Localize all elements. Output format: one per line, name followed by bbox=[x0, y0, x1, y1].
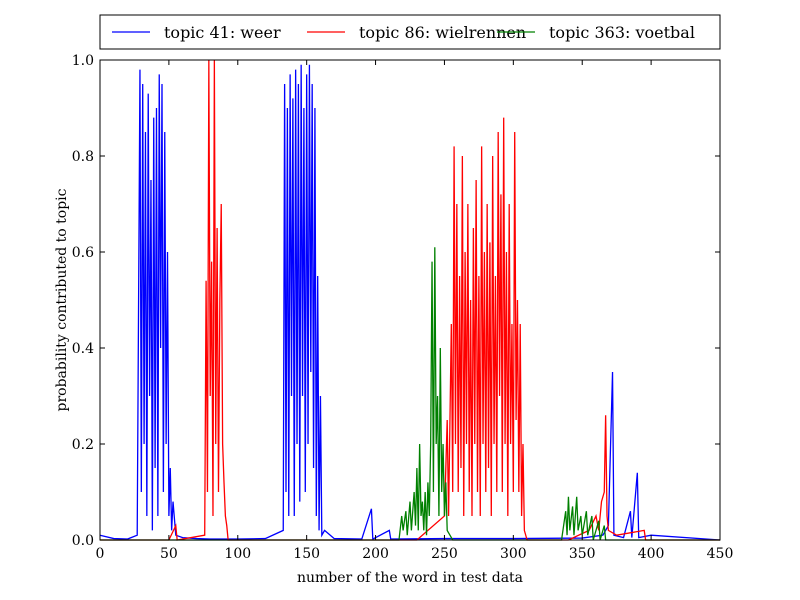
plot-frame bbox=[99, 59, 721, 541]
x-tick-label: 400 bbox=[638, 546, 665, 562]
x-tick-label: 350 bbox=[569, 546, 596, 562]
x-tick-label: 250 bbox=[431, 546, 458, 562]
legend-label-1: topic 41: weer bbox=[164, 23, 281, 42]
y-axis-label: probability contributed to topic bbox=[54, 188, 70, 411]
x-tick-label: 150 bbox=[293, 546, 320, 562]
x-tick-label: 50 bbox=[160, 546, 178, 562]
x-tick-label: 300 bbox=[500, 546, 527, 562]
y-tick-label: 0.2 bbox=[72, 437, 94, 453]
y-tick-label: 0.8 bbox=[72, 149, 94, 165]
y-tick-label: 1.0 bbox=[72, 53, 94, 69]
legend-label-2: topic 86: wielrennen bbox=[359, 23, 526, 42]
legend: topic 41: weer topic 86: wielrennen topic … bbox=[99, 14, 721, 50]
x-tick-label: 0 bbox=[96, 546, 105, 562]
y-tick-label: 0.0 bbox=[72, 533, 94, 549]
x-tick-label: 100 bbox=[224, 546, 251, 562]
series-line-2 bbox=[100, 59, 720, 541]
x-tick-label: 450 bbox=[707, 546, 734, 562]
series-layer bbox=[99, 59, 721, 541]
x-axis-label: number of the word in test data bbox=[297, 570, 523, 586]
x-tick-label: 200 bbox=[362, 546, 389, 562]
ticks-layer: 0 50 100 150 200 250 300 350 400 450 0.0 0.2 0.4 0.6 0… bbox=[72, 53, 734, 562]
legend-frame bbox=[99, 14, 721, 50]
y-tick-label: 0.4 bbox=[72, 341, 94, 357]
series-line-3 bbox=[100, 247, 720, 541]
y-tick-label: 0.6 bbox=[72, 245, 94, 261]
legend-label-3: topic 363: voetbal bbox=[549, 23, 695, 42]
series-line-1 bbox=[99, 64, 721, 541]
